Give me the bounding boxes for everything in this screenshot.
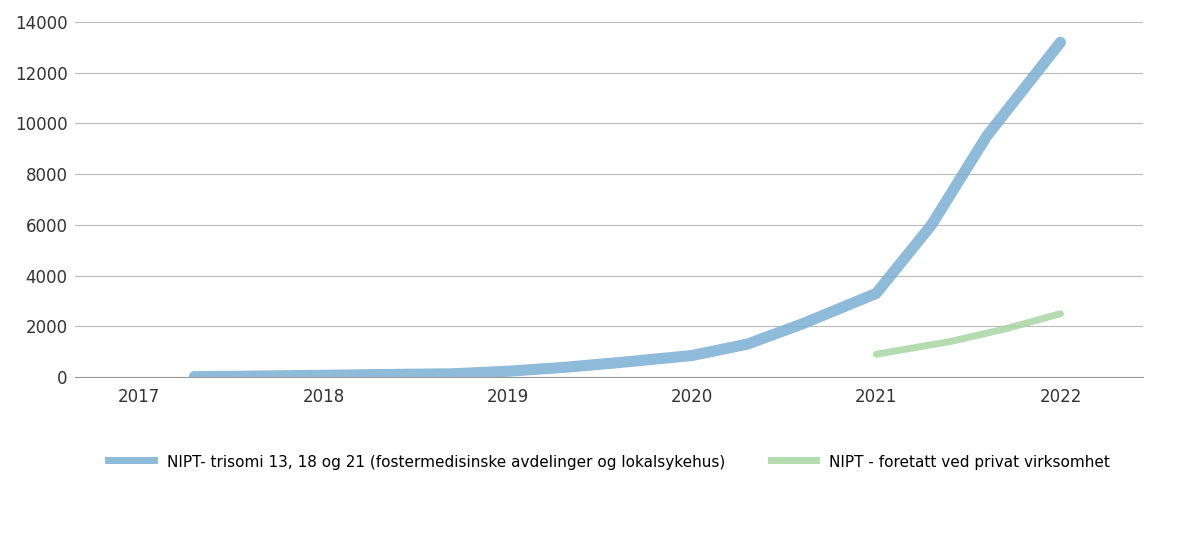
Legend: NIPT- trisomi 13, 18 og 21 (fostermedisinske avdelinger og lokalsykehus), NIPT -: NIPT- trisomi 13, 18 og 21 (fostermedisi… bbox=[102, 448, 1116, 476]
